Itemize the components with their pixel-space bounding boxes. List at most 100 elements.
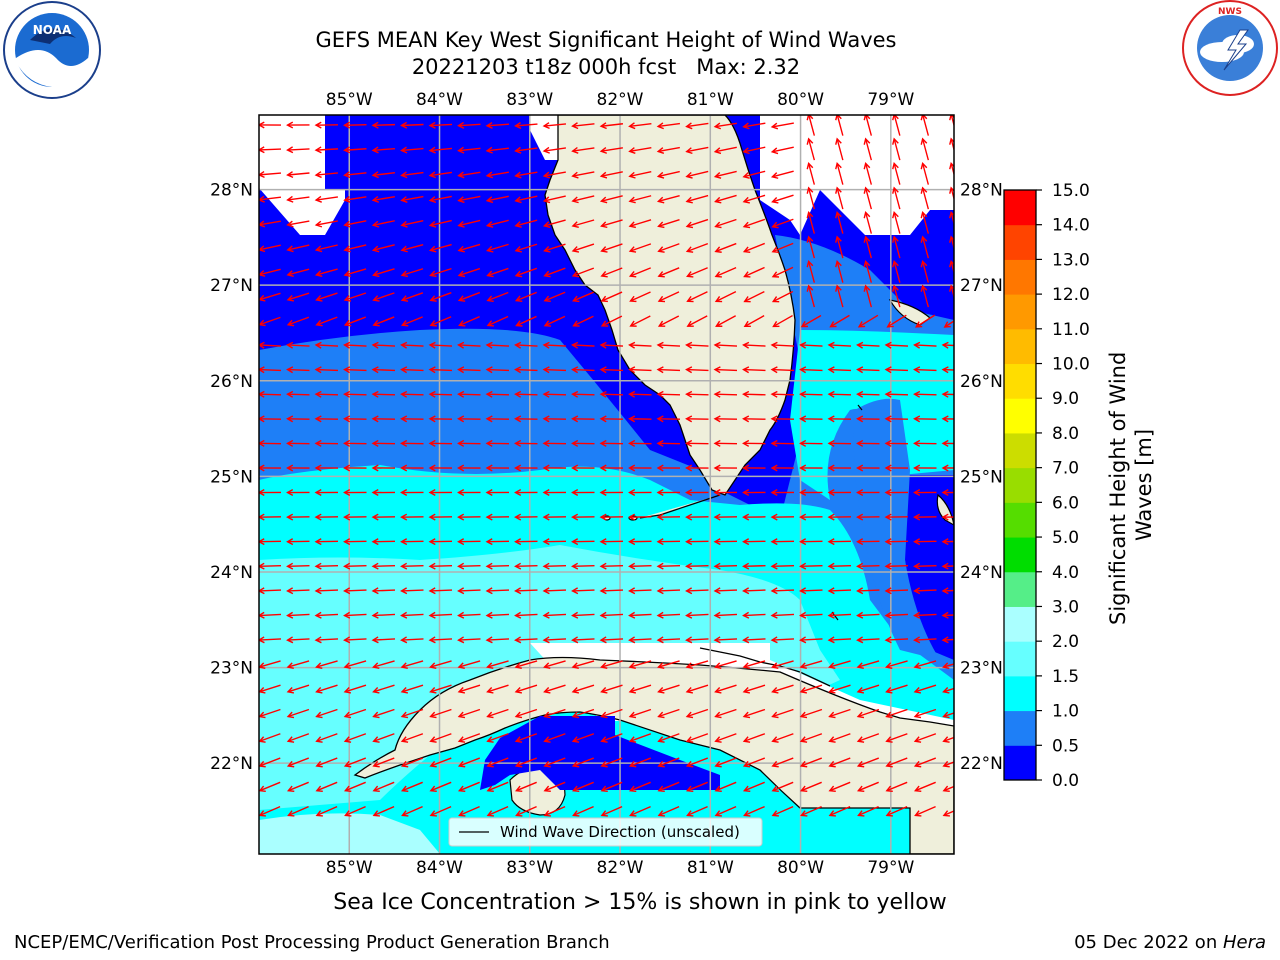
wave-arrow-651 [286,757,310,768]
wave-arrow-120 [835,210,844,234]
svg-text:NWS: NWS [1218,7,1242,17]
wave-arrow-558 [486,660,509,670]
wave-arrow-569 [799,660,823,670]
wave-arrow-220 [829,314,850,328]
wave-arrow-44 [806,137,816,161]
wave-arrow-604 [372,708,395,719]
wave-arrow-527 [314,636,339,644]
wave-arrow-157 [457,267,481,278]
wave-arrow-224 [943,320,954,328]
colorbar-tick-labels: 0.0 0.5 1.0 1.5 2.0 3.0 4.0 5.0 6.0 7.0 8.0 9.0 10.0… [1052,181,1090,791]
wave-arrow-153 [343,268,367,278]
wave-arrow-58 [485,171,509,179]
lat-label-left-5: 23°N [210,659,253,679]
wave-arrow-699 [942,785,954,793]
wave-arrow-168 [771,266,794,278]
wave-arrow-541 [713,636,738,644]
colorbar-swatch-2 [1004,675,1036,712]
wave-arrow-286 [571,390,595,398]
wave-arrow-627 [315,733,338,743]
wave-arrow-697 [885,781,908,793]
wave-arrow-280 [400,390,424,398]
wave-arrow-71 [863,161,873,185]
colorbar-swatch-11 [1004,363,1036,399]
colorbar [1003,189,1042,781]
wave-arrow-312 [599,415,624,423]
wave-arrow-270 [827,366,852,374]
wave-arrow-146 [863,235,873,259]
wave-arrow-353 [343,464,367,472]
colorbar-swatch-5 [1004,571,1036,607]
wave-arrow-144 [806,235,816,259]
wave-arrow-203 [343,316,367,327]
wave-arrow-393 [770,489,795,497]
wave-arrow-441 [713,538,738,546]
wave-arrow-31 [428,146,453,154]
wave-arrow-374 [941,464,954,472]
caption: Sea Ice Concentration > 15% is shown in … [333,890,947,915]
wave-arrow-513 [628,611,652,619]
wave-arrow-59 [514,171,538,179]
wave-arrow-364 [656,464,681,472]
wave-arrow-570 [828,660,851,670]
wave-arrow-64 [656,170,680,179]
wave-arrow-705 [401,805,423,817]
wave-arrow-267 [742,366,766,374]
colorbar-swatch-0 [1004,745,1036,781]
wave-arrow-417 [742,513,766,521]
wave-arrow-310 [542,415,567,423]
wave-arrow-52 [314,171,339,179]
wave-arrow-109 [514,219,538,228]
wave-arrow-635 [543,733,566,743]
legend-label: Wind Wave Direction (unscaled) [500,823,740,841]
florida-keys [603,494,721,521]
wave-arrow-702 [315,805,338,817]
wave-band-0.5-1.0-east [775,235,954,360]
wave-arrow-581 [429,684,452,694]
wave-arrow-41 [713,146,737,155]
wave-arrow-95 [835,186,844,210]
wave-arrow-80 [400,195,424,203]
wave-arrow-481 [428,587,453,595]
wave-arrow-696 [856,781,879,793]
wave-arrow-466 [713,562,738,570]
wave-arrow-584 [514,684,538,694]
lon-label-top-2: 83°W [506,90,553,110]
wave-arrow-601 [286,708,310,719]
wave-arrow-156 [429,267,452,278]
wave-arrow-23 [920,115,930,136]
wave-arrow-338 [628,439,652,447]
wave-arrow-233 [485,341,510,349]
wave-arrow-399 [941,489,954,497]
wave-arrow-11 [571,122,595,130]
wave-arrow-646 [856,733,880,743]
colorbar-tick-5: 3.0 [1052,597,1079,617]
wave-arrow-691 [714,781,737,793]
wave-arrow-87 [599,195,623,204]
wave-arrow-273 [913,366,937,374]
wave-arrow-606 [429,708,452,719]
wave-arrow-62 [599,171,623,179]
wave-arrow-378 [343,489,367,497]
wave-arrow-196 [863,284,873,308]
wave-arrow-389 [656,489,681,497]
wave-arrow-684 [514,781,537,793]
wave-arrow-664 [657,757,680,768]
colorbar-tick-6: 4.0 [1052,563,1079,583]
wave-arrow-192 [743,290,765,303]
colorbar-swatch-13 [1004,294,1036,330]
wave-arrow-169 [806,259,816,283]
wave-arrow-504 [371,611,396,619]
wave-arrow-643 [771,733,794,743]
wave-arrow-661 [571,757,595,768]
wave-arrow-7 [457,121,481,129]
wave-arrow-190 [686,291,708,303]
wave-arrow-346 [856,439,880,447]
wave-arrow-289 [656,390,681,398]
wave-arrow-574 [942,662,954,670]
wave-arrow-287 [599,390,624,398]
wave-arrow-668 [771,757,794,768]
florida-land [544,115,796,496]
wave-arrow-106 [428,219,452,228]
wave-arrow-154 [372,268,395,278]
